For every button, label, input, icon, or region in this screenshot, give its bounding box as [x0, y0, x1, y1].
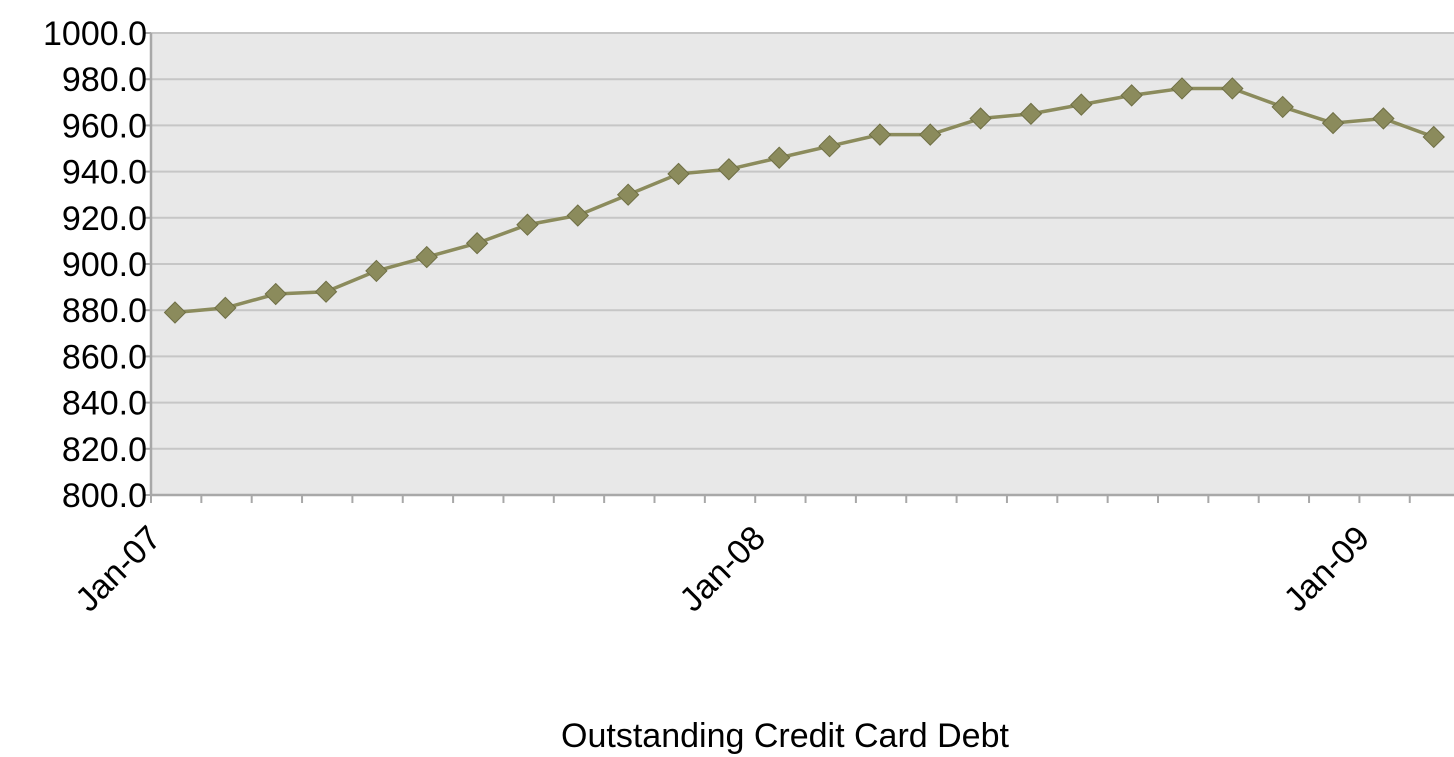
data-point [264, 282, 287, 306]
data-point [717, 158, 741, 181]
data-point [1422, 125, 1445, 149]
y-axis-ticks: 800.0 820.0 840.0 860.0 880.0 900.0 920.0 940.0… [43, 15, 151, 515]
y-tick-label: 980.0 [62, 61, 147, 99]
y-tick-label: 1000.0 [43, 15, 147, 53]
data-point [365, 259, 388, 283]
y-tick-label: 940.0 [62, 154, 147, 192]
data-point [1070, 93, 1093, 116]
y-tick-label: 800.0 [62, 477, 147, 515]
data-point [1019, 102, 1043, 126]
x-tick-label: Jan-08 [672, 519, 772, 619]
y-tick-label: 820.0 [62, 431, 147, 469]
data-point [818, 134, 841, 158]
y-tick-label: 840.0 [62, 385, 147, 423]
data-point [868, 123, 892, 146]
series-group [163, 77, 1445, 324]
data-point [163, 301, 187, 324]
data-point [566, 204, 590, 227]
y-tick-label: 960.0 [62, 107, 147, 145]
data-point [1221, 77, 1244, 100]
data-point [1271, 95, 1294, 119]
gridlines [151, 32, 1454, 450]
data-point [616, 183, 640, 206]
data-point [516, 213, 539, 236]
data-point [667, 162, 690, 186]
y-tick-label: 900.0 [62, 246, 147, 284]
data-point [214, 296, 237, 320]
data-point [1120, 84, 1143, 107]
x-tick-label: Jan-07 [68, 519, 168, 619]
data-point [767, 146, 791, 169]
data-point [969, 107, 992, 130]
data-point [1321, 111, 1345, 135]
y-tick-label: 920.0 [62, 200, 147, 238]
y-tick-label: 860.0 [62, 338, 147, 376]
data-point [1372, 107, 1395, 130]
data-point [415, 245, 438, 269]
x-tick-label: Jan-09 [1277, 519, 1377, 619]
data-point [314, 280, 338, 303]
data-point [919, 123, 942, 146]
x-axis-ticks: Jan-07 Jan-08 Jan-09 [68, 495, 1411, 619]
data-point [465, 232, 489, 255]
data-point [1170, 77, 1194, 100]
y-tick-label: 880.0 [62, 292, 147, 330]
x-axis-title: Outstanding Credit Card Debt [561, 717, 1009, 755]
